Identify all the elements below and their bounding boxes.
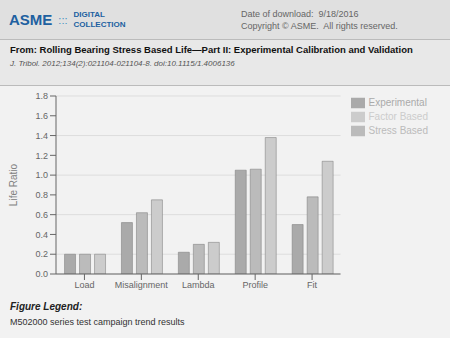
svg-text:0.4: 0.4 (35, 230, 48, 240)
svg-text:0.0: 0.0 (35, 269, 48, 279)
svg-text:Life Ratio: Life Ratio (8, 163, 19, 206)
html-text:Factor Based: Factor Based (368, 110, 428, 122)
svg-text:1.0: 1.0 (35, 170, 48, 180)
svg-text:1.4: 1.4 (35, 131, 48, 141)
svg-text:0.6: 0.6 (35, 210, 48, 220)
svg-text:1.8: 1.8 (35, 91, 48, 101)
html-text:J. Tribol. 2012;134(2):021104-: J. Tribol. 2012;134(2):021104-021104-8. … (10, 59, 235, 68)
html-text:DIGITAL: DIGITAL (73, 9, 105, 19)
svg-text:Load: Load (74, 280, 94, 290)
html-text:COLLECTION: COLLECTION (73, 19, 126, 29)
html-text:From: Rolling Bearing Stress B: From: Rolling Bearing Stress Based Life—… (10, 44, 413, 55)
svg-text:Lambda: Lambda (182, 280, 215, 290)
svg-text:Fit: Fit (307, 280, 317, 290)
html-text:Figure Legend:: Figure Legend: (10, 301, 83, 312)
svg-text:1.6: 1.6 (35, 111, 48, 121)
html-text:ASME :::: ASME ::: (9, 11, 68, 28)
svg-text:1.2: 1.2 (35, 151, 48, 161)
svg-text:Profile: Profile (242, 280, 268, 290)
svg-text:0.8: 0.8 (35, 190, 48, 200)
html-text:Stress Based: Stress Based (368, 124, 428, 136)
html-text:M502000 series test campaign t: M502000 series test campaign trend resul… (10, 317, 185, 327)
html-text:Date of download: 9/18/2016: Date of download: 9/18/2016 (241, 8, 359, 19)
html-text:Copyright © ASME. All rights r: Copyright © ASME. All rights reserved. (241, 20, 398, 31)
html-text:Experimental: Experimental (368, 96, 427, 108)
svg-text:Misalignment: Misalignment (115, 280, 169, 290)
svg-text:0.2: 0.2 (35, 249, 48, 259)
